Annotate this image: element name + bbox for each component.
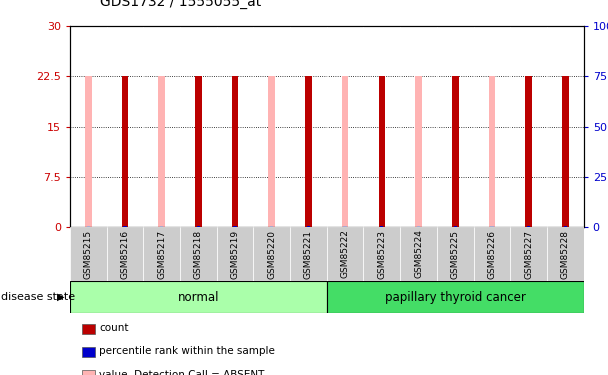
Text: GSM85228: GSM85228 xyxy=(561,230,570,279)
Bar xyxy=(564,226,567,227)
Bar xyxy=(158,76,165,227)
Bar xyxy=(70,281,327,313)
Bar xyxy=(123,226,126,227)
Bar xyxy=(216,227,254,281)
Text: GSM85225: GSM85225 xyxy=(451,230,460,279)
Bar xyxy=(379,76,385,227)
Bar xyxy=(143,227,180,281)
Text: GSM85217: GSM85217 xyxy=(157,230,166,279)
Bar xyxy=(342,76,348,227)
Bar xyxy=(364,227,400,281)
Bar xyxy=(180,227,216,281)
Bar xyxy=(70,227,106,281)
Text: percentile rank within the sample: percentile rank within the sample xyxy=(99,346,275,356)
Bar xyxy=(344,226,347,227)
Text: GSM85220: GSM85220 xyxy=(268,230,276,279)
Text: value, Detection Call = ABSENT: value, Detection Call = ABSENT xyxy=(99,370,264,375)
Bar xyxy=(232,76,238,227)
Text: normal: normal xyxy=(178,291,219,304)
Bar xyxy=(327,227,364,281)
Text: GSM85226: GSM85226 xyxy=(488,230,497,279)
Bar xyxy=(233,226,237,227)
Text: GSM85227: GSM85227 xyxy=(524,230,533,279)
Bar xyxy=(417,226,420,227)
Text: GSM85215: GSM85215 xyxy=(84,230,93,279)
Bar xyxy=(454,226,457,227)
Bar xyxy=(270,226,274,227)
Text: GSM85223: GSM85223 xyxy=(378,230,386,279)
Bar xyxy=(106,227,143,281)
Bar xyxy=(400,227,437,281)
Text: GSM85219: GSM85219 xyxy=(230,230,240,279)
Bar xyxy=(195,76,202,227)
Bar xyxy=(305,76,312,227)
Bar xyxy=(415,76,422,227)
Bar xyxy=(307,226,310,227)
Text: GSM85221: GSM85221 xyxy=(304,230,313,279)
Text: GSM85224: GSM85224 xyxy=(414,230,423,279)
Bar xyxy=(160,226,164,227)
Bar xyxy=(85,76,92,227)
Bar xyxy=(380,226,384,227)
Bar xyxy=(510,227,547,281)
Bar xyxy=(122,76,128,227)
Bar xyxy=(489,76,496,227)
Bar xyxy=(474,227,510,281)
Text: GSM85218: GSM85218 xyxy=(194,230,203,279)
Bar xyxy=(525,76,532,227)
Text: disease state: disease state xyxy=(1,292,75,302)
Bar xyxy=(197,226,200,227)
Bar xyxy=(290,227,327,281)
Text: GDS1732 / 1555055_at: GDS1732 / 1555055_at xyxy=(100,0,261,9)
Bar xyxy=(86,226,90,227)
Bar xyxy=(547,227,584,281)
Text: count: count xyxy=(99,323,129,333)
Bar xyxy=(269,76,275,227)
Bar xyxy=(490,226,494,227)
Text: ▶: ▶ xyxy=(57,292,64,302)
Bar xyxy=(562,76,568,227)
Text: GSM85222: GSM85222 xyxy=(340,230,350,279)
Text: papillary thyroid cancer: papillary thyroid cancer xyxy=(385,291,526,304)
Bar xyxy=(254,227,290,281)
Bar xyxy=(452,76,458,227)
Bar xyxy=(437,227,474,281)
Bar xyxy=(327,281,584,313)
Bar xyxy=(527,226,530,227)
Text: GSM85216: GSM85216 xyxy=(120,230,130,279)
